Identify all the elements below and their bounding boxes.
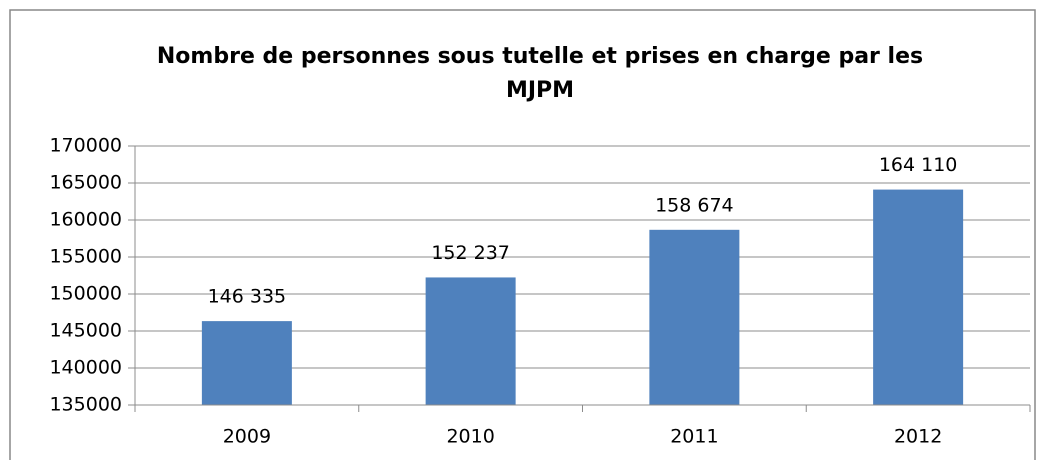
value-label: 146 335 [208,286,287,308]
x-tick-label: 2012 [894,426,942,448]
value-label: 158 674 [655,194,734,216]
y-tick-label: 140000 [49,357,122,379]
value-label: 164 110 [879,154,958,176]
y-tick-label: 135000 [49,394,122,416]
y-tick-label: 150000 [49,283,122,305]
y-tick-label: 160000 [49,209,122,231]
chart-title: Nombre de personnes sous tutelle et pris… [156,44,924,103]
bar [873,189,964,405]
value-label: 152 237 [431,242,510,264]
x-tick-label: 2009 [223,426,271,448]
x-tick-label: 2011 [670,426,718,448]
bar [201,321,292,405]
bar [425,277,516,405]
y-tick-label: 155000 [49,246,122,268]
y-tick-label: 145000 [49,320,122,342]
bar [649,229,740,405]
y-tick-label: 170000 [49,135,122,157]
chart-border [9,9,1036,460]
x-tick-label: 2010 [446,426,494,448]
y-tick-label: 165000 [49,172,122,194]
